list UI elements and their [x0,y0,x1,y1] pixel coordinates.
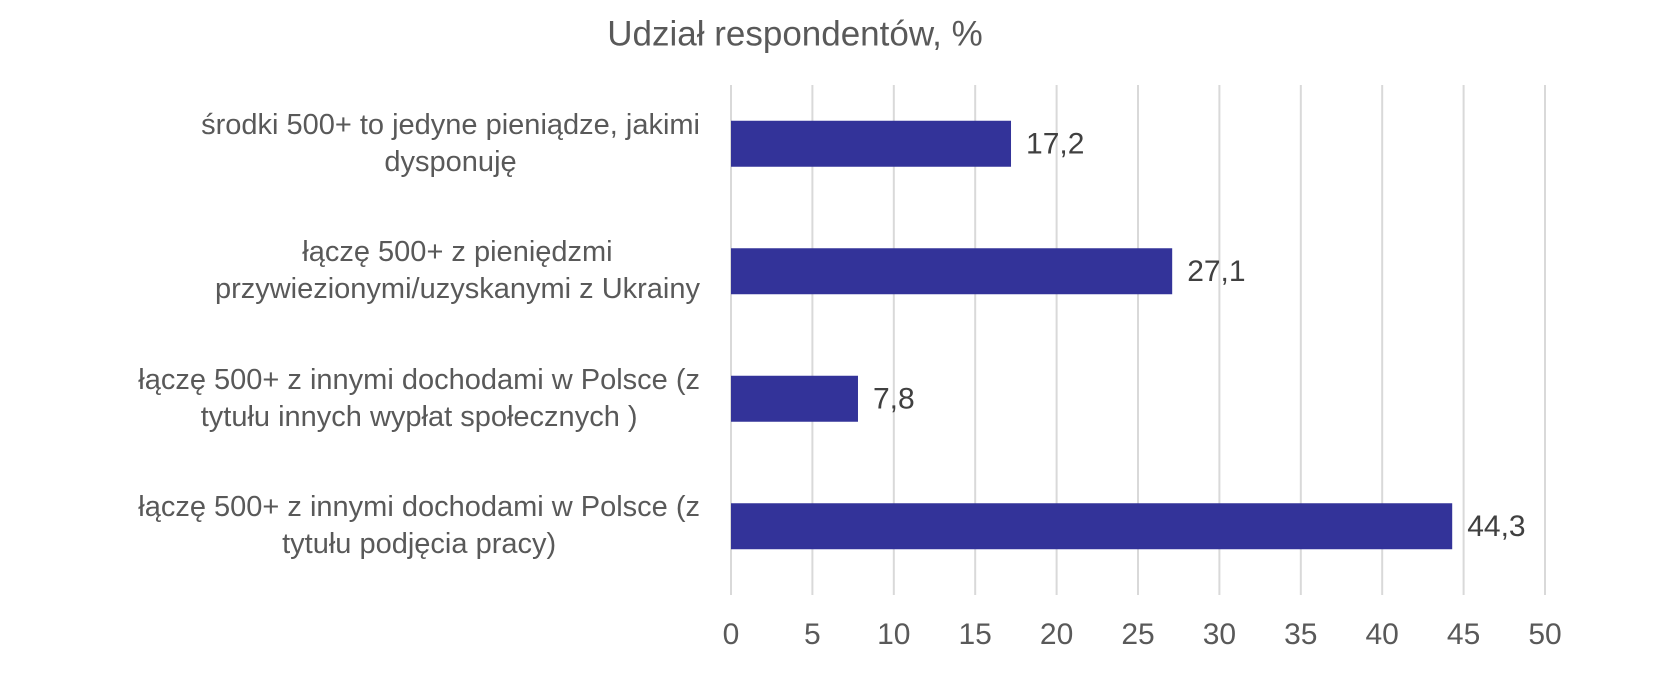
chart-title: Udział respondentów, % [607,14,983,53]
x-tick-label: 10 [877,618,910,651]
bar [731,120,1012,167]
value-label: 27,1 [1187,255,1245,288]
x-tick-label: 50 [1528,618,1561,651]
x-tick-label: 5 [804,618,821,651]
x-tick-label: 20 [1040,618,1073,651]
bar [731,503,1453,550]
value-label: 44,3 [1467,510,1525,543]
category-label: łączę 500+ z pieniędzmi przywiezionymi/u… [214,236,700,306]
bar [731,248,1173,295]
x-tick-label: 25 [1121,618,1154,651]
x-tick-label: 40 [1366,618,1399,651]
x-tick-label: 35 [1284,618,1317,651]
value-label: 7,8 [873,383,915,416]
category-label: łączę 500+ z innymi dochodami w Polsce (… [138,363,700,433]
x-tick-label: 30 [1203,618,1236,651]
x-tick-label: 15 [959,618,992,651]
value-label: 17,2 [1026,128,1084,161]
bar [731,375,858,422]
x-tick-label: 0 [723,618,740,651]
category-label: środki 500+ to jedyne pieniądze, jakimi … [201,108,700,178]
category-label: łączę 500+ z innymi dochodami w Polsce (… [138,491,700,561]
x-tick-label: 45 [1447,618,1480,651]
